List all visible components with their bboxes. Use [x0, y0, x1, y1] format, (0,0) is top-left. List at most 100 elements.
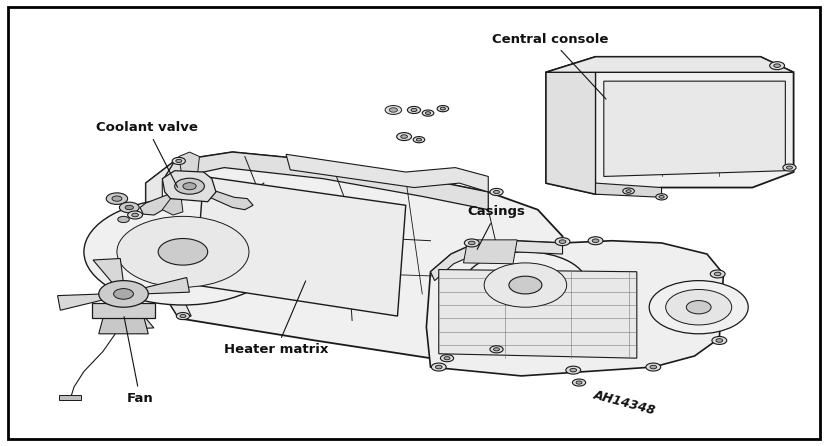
- Circle shape: [490, 188, 503, 195]
- Circle shape: [772, 64, 780, 67]
- Polygon shape: [286, 154, 488, 192]
- Polygon shape: [93, 259, 124, 289]
- Circle shape: [686, 301, 710, 314]
- Circle shape: [416, 138, 421, 141]
- Polygon shape: [140, 192, 174, 215]
- Circle shape: [711, 336, 726, 344]
- Circle shape: [117, 216, 129, 223]
- Circle shape: [714, 272, 720, 276]
- Polygon shape: [146, 152, 562, 358]
- Circle shape: [782, 164, 795, 171]
- Circle shape: [464, 239, 479, 247]
- Text: Central console: Central console: [492, 33, 608, 99]
- Polygon shape: [162, 152, 488, 210]
- Circle shape: [425, 112, 430, 115]
- Circle shape: [509, 276, 541, 294]
- Circle shape: [558, 240, 565, 244]
- Circle shape: [484, 263, 566, 307]
- Circle shape: [710, 270, 724, 278]
- Circle shape: [413, 136, 424, 143]
- Circle shape: [658, 195, 663, 198]
- Circle shape: [179, 314, 186, 318]
- Circle shape: [769, 62, 783, 70]
- Circle shape: [440, 355, 453, 362]
- Circle shape: [468, 241, 475, 245]
- Text: Fan: Fan: [124, 317, 153, 405]
- Circle shape: [112, 196, 122, 201]
- Circle shape: [131, 213, 138, 217]
- Polygon shape: [603, 81, 784, 177]
- Circle shape: [396, 132, 411, 140]
- Circle shape: [622, 188, 633, 194]
- Circle shape: [587, 237, 602, 245]
- Circle shape: [648, 281, 748, 334]
- Polygon shape: [59, 395, 80, 401]
- Circle shape: [119, 202, 139, 213]
- Circle shape: [125, 205, 133, 210]
- Circle shape: [665, 289, 731, 325]
- Circle shape: [84, 198, 282, 305]
- Polygon shape: [98, 318, 148, 334]
- Polygon shape: [595, 183, 661, 197]
- Circle shape: [113, 289, 133, 299]
- Circle shape: [127, 211, 142, 219]
- Circle shape: [407, 107, 420, 114]
- Circle shape: [98, 281, 148, 307]
- Text: Coolant valve: Coolant valve: [96, 121, 198, 187]
- Circle shape: [715, 339, 722, 342]
- Circle shape: [117, 216, 249, 287]
- Polygon shape: [146, 161, 191, 318]
- Circle shape: [172, 157, 185, 165]
- Polygon shape: [545, 57, 792, 72]
- Polygon shape: [195, 177, 405, 316]
- Circle shape: [183, 183, 196, 190]
- Circle shape: [174, 178, 204, 194]
- Circle shape: [431, 363, 446, 371]
- Polygon shape: [131, 277, 189, 294]
- Circle shape: [463, 252, 586, 318]
- Circle shape: [389, 108, 397, 112]
- Circle shape: [569, 368, 576, 372]
- Circle shape: [410, 108, 417, 112]
- Circle shape: [786, 166, 791, 169]
- Circle shape: [437, 106, 448, 112]
- Circle shape: [591, 239, 598, 243]
- Circle shape: [435, 365, 442, 369]
- Circle shape: [106, 193, 127, 204]
- Polygon shape: [545, 57, 595, 194]
- Circle shape: [655, 194, 667, 200]
- Circle shape: [493, 190, 499, 194]
- Circle shape: [175, 159, 182, 162]
- Circle shape: [422, 110, 433, 116]
- Polygon shape: [463, 240, 517, 264]
- Circle shape: [571, 379, 585, 386]
- Polygon shape: [545, 57, 792, 194]
- Polygon shape: [58, 293, 115, 310]
- Circle shape: [625, 190, 630, 193]
- Circle shape: [490, 346, 503, 353]
- Polygon shape: [122, 298, 154, 329]
- Circle shape: [440, 107, 445, 110]
- Circle shape: [400, 135, 407, 138]
- Text: Heater matrix: Heater matrix: [224, 281, 328, 356]
- Text: AH14348: AH14348: [591, 388, 656, 417]
- Circle shape: [554, 238, 569, 246]
- Circle shape: [645, 363, 660, 371]
- Circle shape: [158, 239, 208, 265]
- Circle shape: [649, 365, 656, 369]
- Circle shape: [385, 106, 401, 115]
- Polygon shape: [426, 241, 723, 376]
- Circle shape: [576, 381, 581, 384]
- Polygon shape: [179, 152, 199, 172]
- Circle shape: [176, 313, 189, 320]
- Circle shape: [493, 348, 499, 351]
- Polygon shape: [430, 241, 562, 281]
- Polygon shape: [162, 171, 216, 202]
- Polygon shape: [208, 190, 253, 210]
- Circle shape: [565, 366, 580, 374]
- Circle shape: [443, 357, 449, 360]
- Polygon shape: [162, 198, 183, 215]
- Polygon shape: [92, 303, 155, 318]
- Polygon shape: [438, 269, 636, 358]
- Text: Casings: Casings: [467, 206, 525, 249]
